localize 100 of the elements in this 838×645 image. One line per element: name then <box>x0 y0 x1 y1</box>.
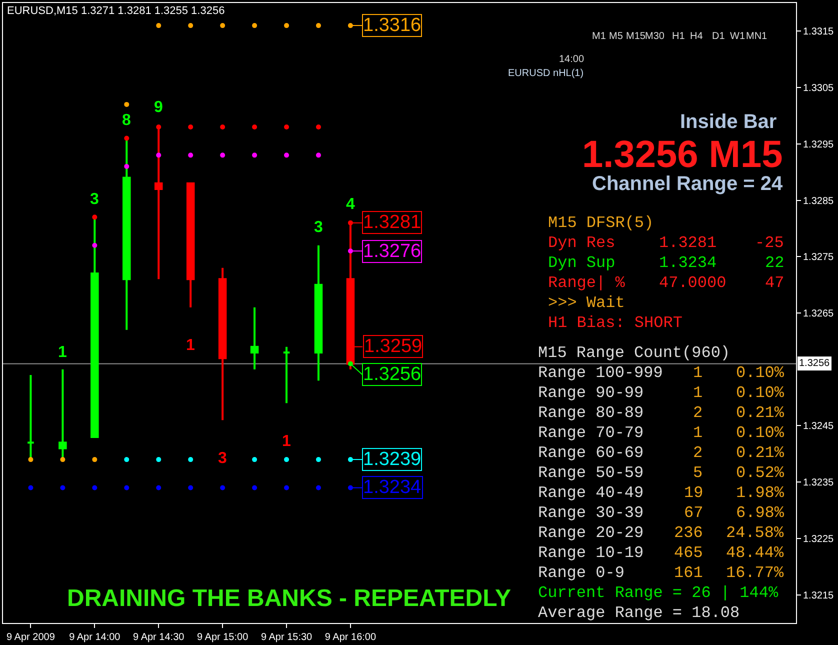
annotation: Range 30-39 <box>538 504 644 522</box>
annotation: Channel Range = 24 <box>592 173 784 195</box>
point <box>284 485 290 490</box>
y-tick-label: 1.3305 <box>803 83 834 94</box>
point <box>124 164 130 169</box>
annotation: 0.10% <box>736 364 784 382</box>
annotation: 3 <box>314 219 323 236</box>
annotation: Range 80-89 <box>538 404 644 422</box>
y-tick-label: 1.3245 <box>803 421 834 432</box>
annotation: 6.98% <box>736 504 784 522</box>
annotation: 2 <box>693 444 703 462</box>
annotation: 22 <box>765 254 784 272</box>
annotation: Range 50-59 <box>538 464 644 482</box>
point <box>220 152 226 158</box>
annotation: 1.3256 M15 <box>582 134 783 176</box>
annotation: M15 <box>626 31 646 42</box>
x-tick-label: 9 Apr 14:00 <box>69 632 121 643</box>
annotation: 3 <box>218 450 227 467</box>
y-tick-label: 1.3235 <box>803 478 834 489</box>
annotation: 47.0000 <box>659 274 726 292</box>
point <box>124 485 130 490</box>
point <box>156 457 162 462</box>
point <box>252 152 258 158</box>
point <box>124 136 130 141</box>
candlestick <box>314 244 323 382</box>
point <box>188 124 194 130</box>
annotation: 67 <box>684 504 704 522</box>
y-tick-label: 1.3225 <box>803 534 834 545</box>
annotation: Range 0-9 <box>538 564 624 582</box>
annotation: 1.98% <box>736 484 784 502</box>
annotation: 47 <box>765 274 784 292</box>
annotation: 1.3234 <box>659 254 717 272</box>
annotation: H4 <box>690 31 704 42</box>
point <box>316 23 321 28</box>
annotation: 161 <box>674 564 703 582</box>
annotation: 1.3281 <box>659 234 717 252</box>
annotation: Current Range = 26 | 144% <box>538 584 778 602</box>
annotation: M5 <box>609 31 624 42</box>
annotation: 0.21% <box>736 404 784 422</box>
annotation: 236 <box>674 524 703 542</box>
annotation: Dyn Res <box>548 234 616 252</box>
annotation: 19 <box>684 484 704 502</box>
annotation: 1 <box>693 384 703 402</box>
point <box>124 102 130 107</box>
point <box>220 23 226 28</box>
data-label: 1.3256 <box>363 364 422 385</box>
y-tick-label: 1.3265 <box>803 308 834 320</box>
point <box>220 124 226 130</box>
annotation: -25 <box>755 234 784 252</box>
point <box>92 485 98 490</box>
annotation: W1 <box>730 31 746 42</box>
annotation: H1 <box>672 31 686 42</box>
x-tick-label: 9 Apr 14:30 <box>133 632 185 643</box>
y-tick-label: 1.3295 <box>803 139 834 150</box>
y-tick-label: 1.3315 <box>803 26 834 38</box>
annotation: 48.44% <box>726 544 784 562</box>
point <box>316 485 321 490</box>
point <box>92 214 98 220</box>
candlestick <box>218 266 227 422</box>
point <box>284 457 290 462</box>
candlestick <box>186 182 195 308</box>
annotation: DRAINING THE BANKS - REPEATEDLY <box>67 585 512 612</box>
data-label: 1.3239 <box>363 449 422 470</box>
annotation: Dyn Sup <box>548 254 616 272</box>
x-tick-label: 9 Apr 15:30 <box>260 632 313 643</box>
annotation: Range 20-29 <box>538 524 644 542</box>
annotation: Range 70-79 <box>538 424 644 442</box>
point <box>92 457 98 462</box>
annotation: 1 <box>186 337 195 354</box>
point <box>60 457 66 462</box>
annotation: >>> Wait <box>548 294 625 312</box>
y-tick-label: 1.3285 <box>803 196 834 207</box>
point <box>156 124 162 130</box>
point <box>28 485 34 490</box>
annotation: 24.58% <box>726 524 784 542</box>
point <box>284 124 290 130</box>
annotation: 4 <box>346 196 355 213</box>
annotation: Average Range = 18.08 <box>538 604 740 622</box>
annotation: M30 <box>645 31 665 42</box>
annotation: Range| % <box>548 274 626 292</box>
annotation: 0.52% <box>736 464 784 482</box>
point <box>188 485 194 490</box>
y-tick-label: 1.3215 <box>803 590 834 602</box>
annotation: Inside Bar <box>680 111 777 133</box>
point <box>124 457 130 462</box>
point <box>284 152 290 158</box>
annotation: 14:00 <box>559 54 584 65</box>
annotation: 5 <box>693 464 703 482</box>
point <box>28 457 34 462</box>
data-label: 1.3316 <box>363 15 422 36</box>
annotation: 0.10% <box>736 424 784 442</box>
annotation: Range 40-49 <box>538 484 644 502</box>
annotation: M1 <box>592 31 606 42</box>
annotation: M15 Range Count(960) <box>538 344 730 362</box>
annotation: Range 100-999 <box>538 364 663 382</box>
annotation: 1 <box>58 344 67 361</box>
annotation: Range 90-99 <box>538 384 644 402</box>
annotation: 1 <box>693 424 703 442</box>
point <box>252 457 258 462</box>
annotation: 8 <box>122 112 131 129</box>
